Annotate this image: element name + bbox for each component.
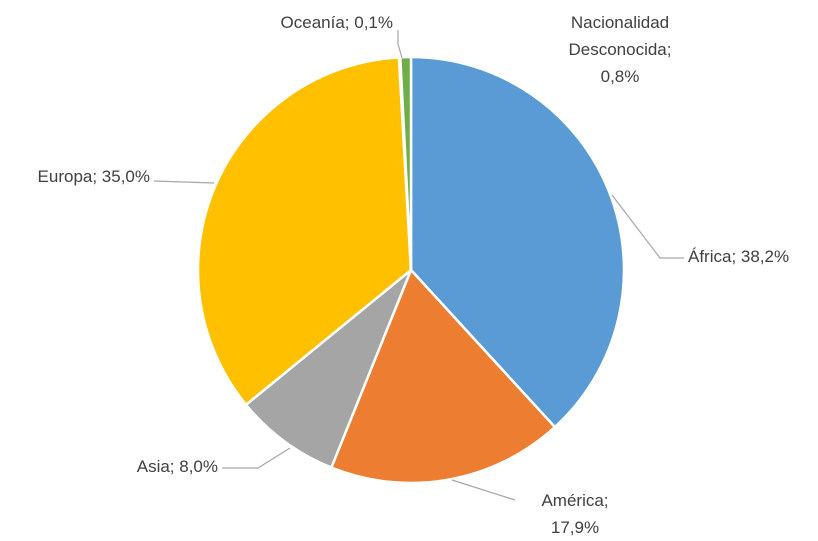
leader-line [611,194,684,259]
data-label: África; 38,2% [688,247,789,266]
data-label: Europa; 35,0% [38,167,150,186]
pie-slice [409,55,626,429]
data-label: América; 17,9% [541,491,608,537]
data-label-line: África; 38,2% [688,247,789,266]
leader-line [451,479,516,501]
leader-line [397,30,403,59]
pie-slice [398,55,413,271]
data-label-line: Desconocida; [568,40,671,59]
data-label-line: América; [541,491,608,510]
data-label-line: Oceanía; 0,1% [281,13,393,32]
data-label-line: Nacionalidad [571,13,669,32]
data-label: Nacionalidad Desconocida; 0,8% [568,13,671,86]
leader-line [222,447,291,469]
data-label-line: 0,8% [601,67,640,86]
data-label-line: Europa; 35,0% [38,167,150,186]
data-label-line: 17,9% [551,518,599,537]
leader-line [153,180,215,184]
pie-slice [244,269,413,470]
data-label-line: Asia; 8,0% [137,457,218,476]
pie-slice [329,267,557,485]
pie-slice [196,56,413,407]
data-label: Oceanía; 0,1% [281,13,393,32]
data-label: Asia; 8,0% [137,457,218,476]
